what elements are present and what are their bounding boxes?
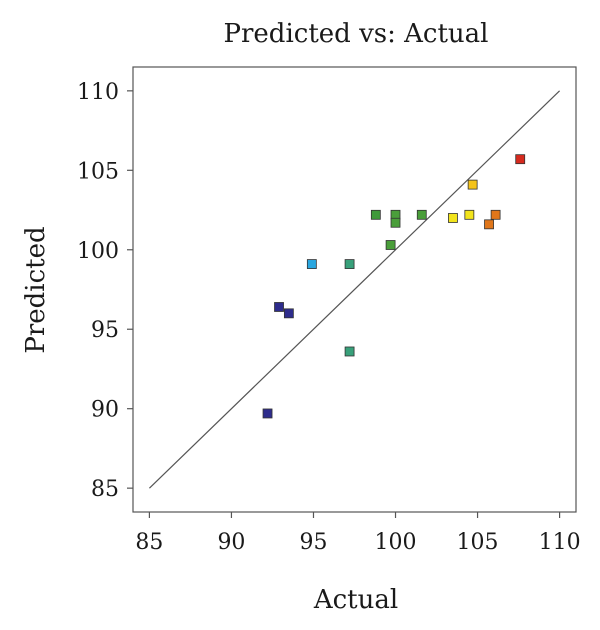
y-axis-label: Predicted xyxy=(21,226,51,353)
x-tick-label: 95 xyxy=(299,530,327,555)
x-tick-label: 100 xyxy=(375,530,417,555)
data-point xyxy=(385,240,396,250)
y-tick-label: 100 xyxy=(77,239,119,264)
y-axis: 85 90 95 100 105 110 xyxy=(77,80,133,502)
data-points xyxy=(262,154,526,419)
data-point xyxy=(416,209,427,220)
data-point xyxy=(262,408,273,419)
x-tick-label: 90 xyxy=(217,530,245,555)
x-axis-label: Actual xyxy=(313,585,398,615)
data-point xyxy=(390,217,401,228)
reference-line xyxy=(148,90,561,489)
x-tick-label: 105 xyxy=(457,530,499,555)
data-point xyxy=(448,213,458,223)
x-tick-label: 85 xyxy=(135,530,163,555)
data-point xyxy=(490,209,501,220)
x-tick-label: 110 xyxy=(539,530,581,555)
data-point xyxy=(283,308,294,319)
data-point xyxy=(370,209,381,220)
data-point xyxy=(274,302,284,312)
x-axis: 85 90 95 100 105 110 xyxy=(135,512,581,555)
y-tick-label: 110 xyxy=(77,80,119,105)
y-tick-label: 85 xyxy=(91,477,119,502)
data-point xyxy=(515,154,526,165)
data-point xyxy=(306,259,317,269)
data-point xyxy=(484,219,494,230)
data-point xyxy=(344,346,355,357)
plot-frame xyxy=(132,66,577,513)
data-point xyxy=(464,209,475,220)
data-point xyxy=(344,259,355,269)
chart-title: Predicted vs: Actual xyxy=(224,19,489,49)
y-tick-label: 105 xyxy=(77,159,119,184)
y-tick-label: 95 xyxy=(91,318,119,343)
data-point xyxy=(467,179,478,190)
y-tick-label: 90 xyxy=(91,398,119,423)
